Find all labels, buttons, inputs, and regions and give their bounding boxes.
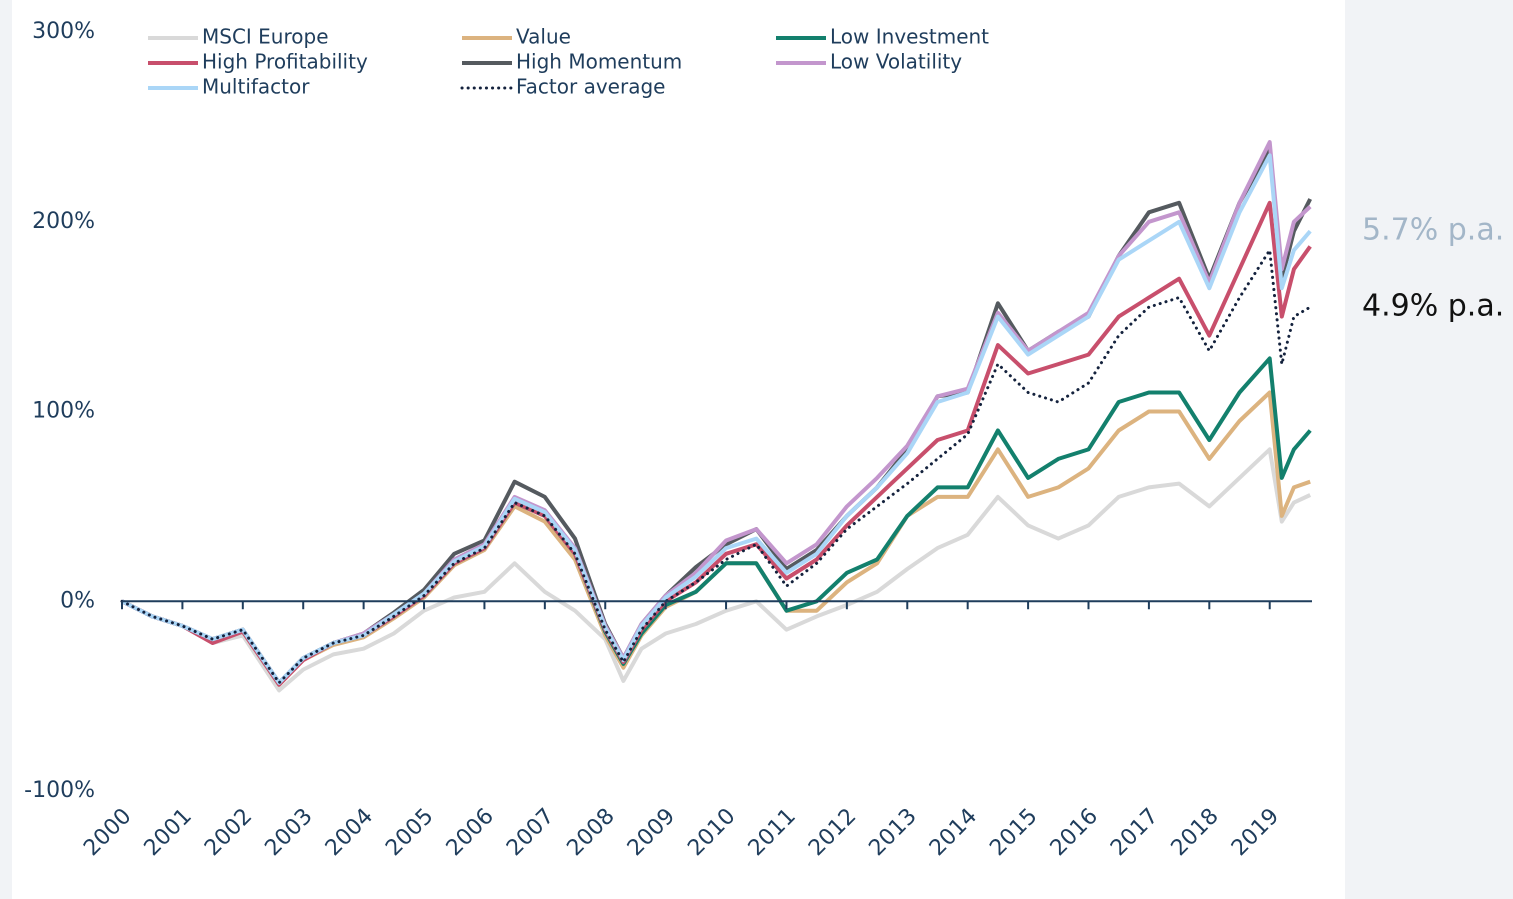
y-tick-label: 300% — [32, 19, 95, 44]
legend-label: Multifactor — [202, 75, 310, 99]
annotation: 5.7% p.a. — [1362, 213, 1504, 248]
legend-label: Factor average — [516, 75, 665, 99]
y-tick-label: 100% — [32, 399, 95, 424]
series-line — [120, 248, 1312, 685]
legend-label: MSCI Europe — [202, 25, 329, 49]
legend-label: Value — [516, 25, 571, 49]
legend-label: High Momentum — [516, 50, 682, 74]
legend-label: Low Volatility — [830, 50, 962, 74]
series-line — [121, 447, 1312, 693]
y-tick-label: -100% — [24, 778, 95, 803]
plot-panel — [12, 0, 1345, 899]
y-tick-label: 200% — [32, 209, 95, 234]
y-tick-label: 0% — [60, 588, 95, 613]
annotation: 4.9% p.a. — [1362, 289, 1504, 324]
legend-label: High Profitability — [202, 50, 368, 74]
legend-label: Low Investment — [830, 25, 989, 49]
